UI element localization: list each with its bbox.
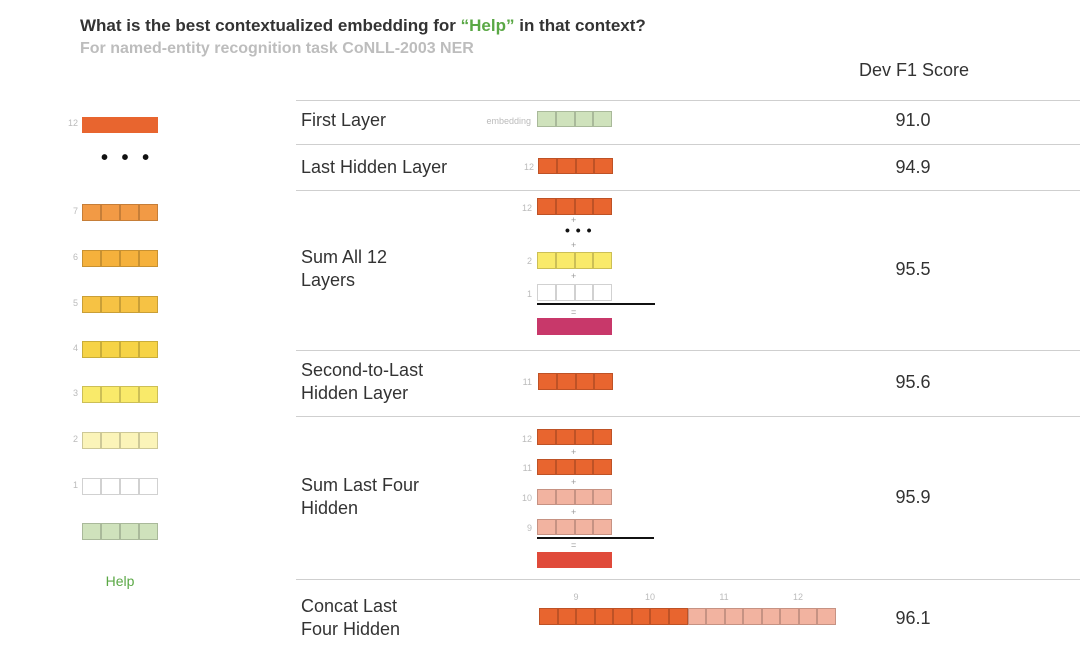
layer-tag: 2 bbox=[526, 256, 532, 266]
layer-bar bbox=[537, 284, 612, 301]
embedding-tag: embedding bbox=[486, 116, 531, 126]
left-layer-bar bbox=[82, 296, 158, 313]
concat-bar bbox=[539, 608, 836, 625]
row-divider bbox=[296, 416, 1080, 417]
equals-sign: = bbox=[571, 307, 577, 317]
concat-layer-tag: 10 bbox=[644, 592, 655, 602]
concat-layer-tag: 9 bbox=[573, 592, 579, 602]
title-suffix: in that context? bbox=[514, 16, 646, 35]
row-divider bbox=[296, 190, 1080, 191]
row-score: 95.5 bbox=[895, 259, 931, 279]
layer-tag: 11 bbox=[522, 463, 532, 473]
layer-tag: 10 bbox=[521, 493, 532, 503]
left-layer-label: 3 bbox=[72, 388, 78, 398]
page-title: What is the best contextualized embeddin… bbox=[80, 16, 646, 36]
concat-layer-tag: 12 bbox=[792, 592, 803, 602]
layer-bar bbox=[537, 489, 612, 505]
equals-sign: = bbox=[571, 540, 577, 550]
layer-tag: 12 bbox=[521, 203, 532, 213]
row-score: 95.9 bbox=[895, 487, 931, 507]
left-layer-label: 1 bbox=[72, 480, 78, 490]
ellipsis: • • • bbox=[565, 222, 593, 238]
layer-bar bbox=[538, 158, 613, 174]
page-subtitle: For named-entity recognition task CoNLL-… bbox=[80, 40, 474, 57]
plus-sign: + bbox=[571, 477, 577, 487]
row-label: Last Hidden Layer bbox=[301, 157, 448, 177]
layer-tag: 12 bbox=[521, 434, 532, 444]
embedding-bar bbox=[537, 111, 612, 127]
row-divider bbox=[296, 144, 1080, 145]
sum-line bbox=[537, 537, 654, 539]
left-layer-bar bbox=[82, 341, 158, 358]
left-layer-label: 6 bbox=[72, 252, 78, 262]
layer-tag: 11 bbox=[522, 377, 532, 387]
left-layer-12-bar bbox=[82, 117, 158, 133]
row-score: 95.6 bbox=[895, 372, 931, 392]
left-layer-bar bbox=[82, 386, 158, 403]
score-column-header: Dev F1 Score bbox=[858, 60, 970, 80]
row-score: 96.1 bbox=[895, 608, 931, 628]
left-layer-bar bbox=[82, 432, 158, 449]
layer-bar bbox=[537, 429, 612, 445]
plus-sign: + bbox=[571, 447, 577, 457]
input-word-help: Help bbox=[105, 573, 135, 589]
layer-bar bbox=[537, 519, 612, 535]
row-label: Sum All 12 Layers bbox=[301, 247, 388, 290]
left-layer-label: 2 bbox=[72, 434, 78, 444]
left-layer-bar bbox=[82, 478, 158, 495]
left-embedding-bar bbox=[82, 523, 158, 540]
sum-result-bar bbox=[537, 552, 612, 568]
left-layer-label: 5 bbox=[72, 298, 78, 308]
layer-bar bbox=[537, 459, 612, 475]
sum-line bbox=[537, 303, 655, 305]
layer-bar bbox=[537, 252, 612, 269]
plus-sign: + bbox=[571, 240, 577, 250]
layer-bar bbox=[538, 373, 613, 390]
left-layer-12-label: 12 bbox=[67, 118, 78, 128]
layer-bar bbox=[537, 198, 612, 215]
row-divider bbox=[296, 350, 1080, 351]
concat-layer-tag: 11 bbox=[719, 592, 729, 602]
layer-tag: 1 bbox=[526, 289, 532, 299]
title-prefix: What is the best contextualized embeddin… bbox=[80, 16, 461, 35]
plus-sign: + bbox=[571, 507, 577, 517]
left-layer-label: 7 bbox=[72, 206, 78, 216]
row-score: 91.0 bbox=[895, 110, 931, 130]
title-highlight-word: “Help” bbox=[460, 16, 515, 35]
left-layer-label: 4 bbox=[72, 343, 78, 353]
plus-sign: + bbox=[571, 215, 577, 225]
layer-tag: 12 bbox=[523, 162, 534, 172]
plus-sign: + bbox=[571, 271, 577, 281]
left-layer-bar bbox=[82, 250, 158, 267]
row-label: Concat Last Four Hidden bbox=[301, 596, 401, 639]
row-label: Second-to-Last Hidden Layer bbox=[301, 360, 424, 403]
layer-tag: 9 bbox=[526, 523, 532, 533]
row-label: First Layer bbox=[301, 110, 387, 130]
left-layer-bar bbox=[82, 204, 158, 221]
row-label: Sum Last Four Hidden bbox=[301, 475, 420, 518]
row-divider bbox=[296, 100, 1080, 101]
sum-result-bar bbox=[537, 318, 612, 335]
row-score: 94.9 bbox=[895, 157, 931, 177]
row-divider bbox=[296, 579, 1080, 580]
left-ellipsis: • • • bbox=[101, 147, 154, 169]
